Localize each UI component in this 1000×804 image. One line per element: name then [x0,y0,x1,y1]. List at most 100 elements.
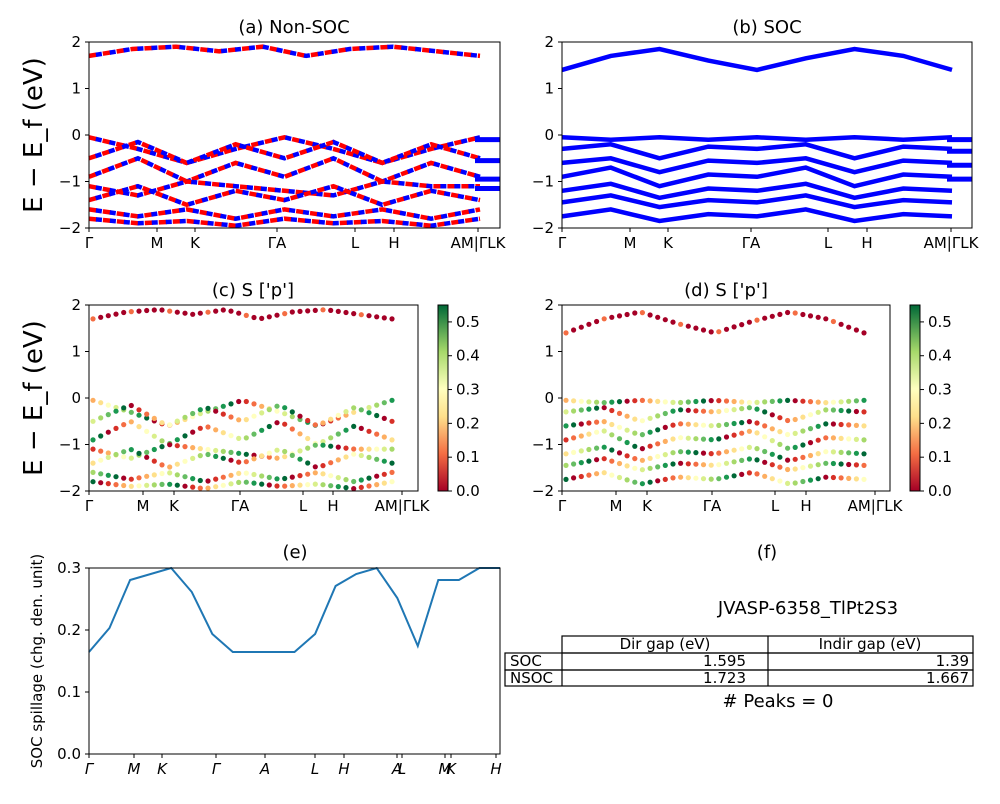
band-a-7-0 [88,216,481,228]
proj-point-d-3-30 [792,430,798,436]
table-row-nsoc-label: NSOC [510,669,553,687]
proj-point-c-2-36 [366,410,372,416]
proj-point-d-3-26 [762,423,768,429]
proj-point-d-7-15 [678,474,684,480]
proj-point-c-6-38 [381,471,387,477]
proj-point-c-1-33 [343,412,349,418]
proj-point-c-5-39 [389,460,395,466]
proj-point-d-0-35 [830,318,837,325]
frame-c [88,304,419,492]
table-row-soc-dir: 1.595 [703,652,746,670]
proj-point-d-1-11 [647,398,653,404]
proj-point-d-1-35 [830,399,837,405]
proj-point-d-7-21 [723,474,730,480]
proj-point-d-3-11 [647,429,653,435]
proj-point-c-3-32 [335,431,341,437]
proj-point-d-3-21 [723,421,730,428]
proj-point-c-0-20 [243,312,249,318]
xtick-label-a-5: H [388,234,399,252]
proj-point-c-5-16 [213,453,219,459]
proj-point-d-5-5 [601,444,607,450]
xtick-label-a-3: ΓA [268,234,287,252]
proj-point-c-3-36 [366,428,372,434]
proj-point-c-1-39 [389,397,395,403]
colorbar-frame-d [909,304,921,492]
proj-point-d-3-23 [739,420,745,426]
ytick-label-e-3: 0.3 [57,559,81,577]
table-col-dir: Dir gap (eV) [620,635,711,653]
proj-point-c-6-7 [144,473,150,479]
proj-point-c-2-5 [128,402,134,409]
proj-point-d-6-20 [716,462,722,468]
proj-point-d-0-27 [769,313,775,319]
proj-point-d-1-13 [662,399,668,405]
frame-b [561,41,973,229]
proj-point-c-2-19 [236,417,242,423]
proj-point-c-4-32 [335,444,341,450]
proj-point-c-6-1 [98,471,104,477]
proj-point-c-4-20 [243,451,249,457]
proj-point-c-3-5 [128,419,134,425]
proj-point-d-0-1 [571,327,577,333]
colorbar-frame-c [437,304,449,492]
band-a-6-1 [88,207,481,221]
proj-point-c-1-34 [351,409,357,415]
panel-b-soc: (b) SOC −2 −1 0 1 2 Γ M K ΓA L H AM|ΓLK [532,17,980,252]
proj-point-d-2-14 [670,408,676,414]
proj-point-c-6-9 [159,470,165,477]
proj-point-d-5-31 [800,454,806,460]
cbar-tick-label-c-5: 0.5 [456,313,480,331]
proj-point-d-0-24 [746,319,753,325]
proj-point-c-3-22 [259,427,265,433]
proj-point-d-1-3 [586,399,592,405]
proj-point-d-4-24 [746,428,753,434]
xtick-label-c-5: H [327,497,338,515]
proj-point-c-6-6 [136,475,142,481]
proj-point-d-1-9 [632,398,638,404]
proj-point-c-6-10 [167,470,173,476]
proj-point-d-7-25 [754,471,760,477]
proj-point-c-4-33 [343,445,349,451]
proj-point-c-0-30 [320,307,326,313]
proj-point-d-4-28 [777,441,783,447]
proj-point-c-1-2 [105,402,111,408]
proj-point-d-2-3 [586,406,592,412]
colorbar-d [910,305,920,491]
proj-point-c-5-11 [174,461,180,467]
panel-a-non-soc: (a) Non-SOC E − E_f (eV) −2 −1 0 1 2 Γ M K ΓA L H A… [19,17,507,252]
proj-point-c-6-0 [90,469,96,475]
proj-point-d-5-35 [830,449,837,455]
proj-point-d-4-33 [815,437,821,443]
proj-point-d-7-22 [731,473,737,479]
proj-point-c-7-6 [136,483,142,489]
proj-point-c-0-33 [343,309,349,316]
proj-point-c-7-8 [151,482,157,488]
proj-point-d-7-1 [571,475,577,481]
proj-point-c-5-2 [105,454,111,460]
proj-point-c-5-22 [259,453,265,459]
cbar-tick-label-c-4: 0.4 [456,347,480,365]
proj-point-d-3-7 [616,424,623,430]
proj-point-d-6-25 [754,457,760,463]
xtick-label-e-11: H [490,760,501,778]
xtick-label-a-0: Γ [85,234,94,252]
proj-point-d-6-15 [678,460,684,466]
proj-point-d-6-8 [624,463,630,469]
proj-point-d-2-8 [624,413,630,419]
proj-point-d-2-26 [762,409,768,415]
band-b-6-0 [561,193,953,210]
proj-point-c-2-27 [297,413,303,419]
proj-point-c-2-14 [197,407,203,413]
frame-e [88,567,501,755]
panel-b-title: (b) SOC [732,17,801,38]
proj-point-d-0-29 [785,309,791,316]
ytick-label-e-0: 0.0 [57,745,81,763]
panel-d-plot-area: −2 −1 0 1 2 Γ M K ΓA L H AM|ΓLK 0.0 0.1 0.2 0.3 0.4 0.5 [532,296,952,515]
proj-point-c-3-8 [151,433,157,439]
proj-point-d-4-9 [632,443,638,449]
proj-point-c-6-21 [251,471,257,478]
proj-point-c-7-13 [190,484,196,490]
cbar-tick-label-d-2: 0.2 [928,414,952,432]
proj-point-c-6-25 [282,475,288,482]
proj-point-d-6-10 [639,467,646,473]
